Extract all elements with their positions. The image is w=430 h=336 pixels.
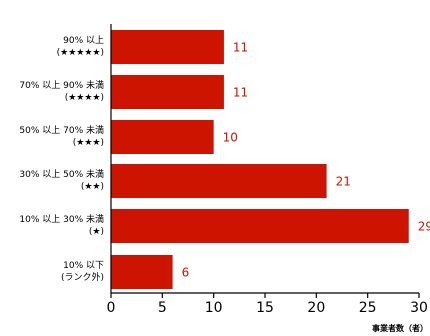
x-tick-label: 10 [205,300,223,316]
x-tick-label: 25 [359,300,377,316]
bar [111,209,409,243]
category-label: (★★★★) [65,93,104,103]
x-tick-label: 15 [256,300,274,316]
bar [111,120,214,154]
category-label: (★) [89,227,104,237]
value-label: 21 [336,175,351,189]
bar [111,75,224,109]
category-label: 90% 以上 [63,35,104,46]
value-label: 11 [233,41,248,55]
bar [111,255,173,289]
category-label: 50% 以上 70% 未満 [19,124,104,136]
value-label: 11 [233,86,248,100]
bar [111,30,224,64]
x-axis: 0 5 10 15 20 25 30 [107,24,428,316]
value-label: 10 [223,131,238,145]
value-labels: 11 11 10 21 29 6 [182,41,430,280]
x-tick-label: 5 [158,300,167,316]
category-label: (★★) [81,182,104,192]
category-label: (ランク外) [61,271,104,283]
value-label: 29 [418,220,430,234]
x-tick-label: 20 [307,300,325,316]
bars [111,30,409,289]
category-label: (★★★) [73,138,104,148]
category-label: 70% 以上 90% 未満 [19,79,104,91]
category-label: 10% 以上 30% 未満 [19,213,104,225]
x-axis-title: 事業者数（者） [372,323,428,333]
value-label: 6 [182,266,190,280]
bar [111,164,327,198]
x-tick-label: 0 [107,300,116,316]
category-label: 10% 以下 [63,261,104,271]
x-tick-label: 30 [410,300,428,316]
category-label: (★★★★★) [57,48,104,58]
category-label: 30% 以上 50% 未満 [19,168,104,180]
category-labels: 90% 以上 (★★★★★) 70% 以上 90% 未満 (★★★★) 50% 以上 7… [19,35,104,283]
